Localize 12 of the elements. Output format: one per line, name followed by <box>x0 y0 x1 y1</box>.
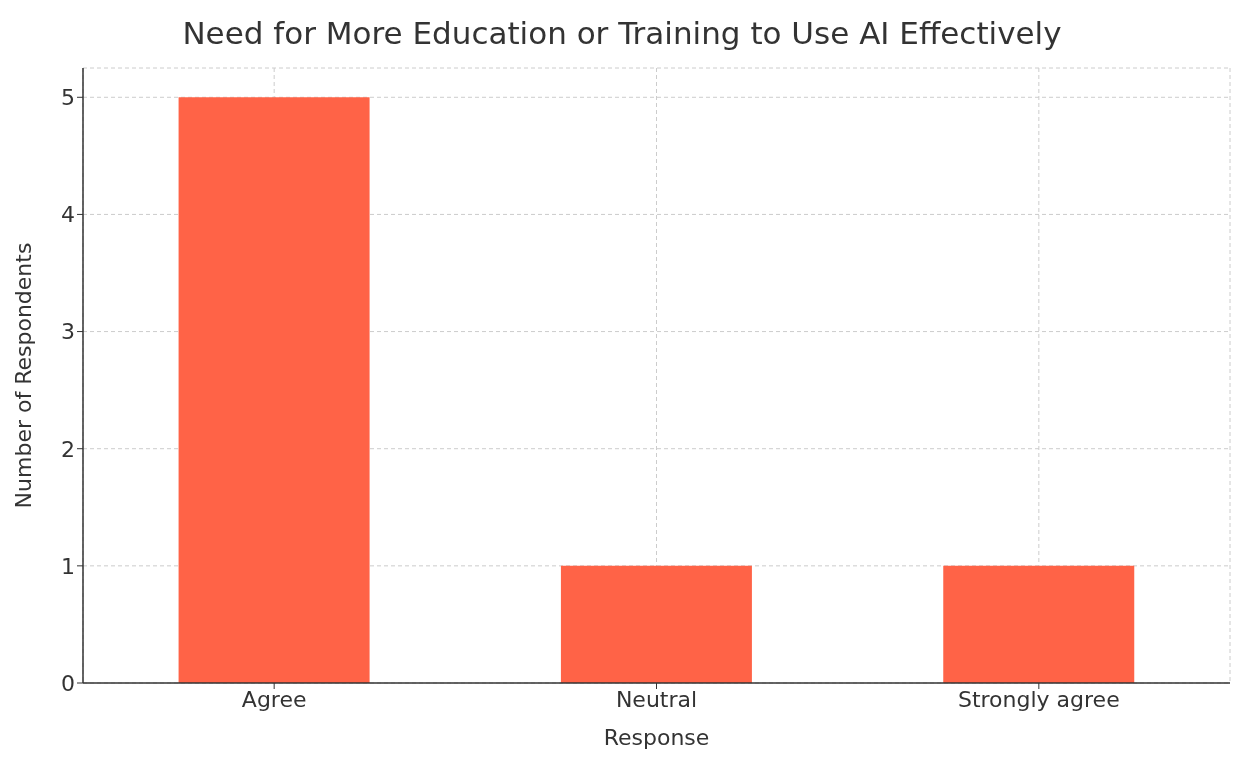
x-tick-label: Agree <box>241 686 307 712</box>
x-axis-title: Response <box>603 725 710 750</box>
y-tick-label: 0 <box>61 670 75 696</box>
y-tick-label: 4 <box>61 202 75 228</box>
y-tick-label: 1 <box>61 553 75 579</box>
y-axis-title: Number of Respondents <box>10 242 36 509</box>
x-tick-label: Strongly agree <box>957 686 1120 712</box>
y-tick-label: 2 <box>61 436 75 462</box>
chart-title: Need for More Education or Training to Use AI Effectively <box>181 14 1063 53</box>
x-tick-label: Neutral <box>615 686 698 712</box>
y-tick-label: 3 <box>61 319 75 345</box>
y-tick-label: 5 <box>61 85 75 111</box>
